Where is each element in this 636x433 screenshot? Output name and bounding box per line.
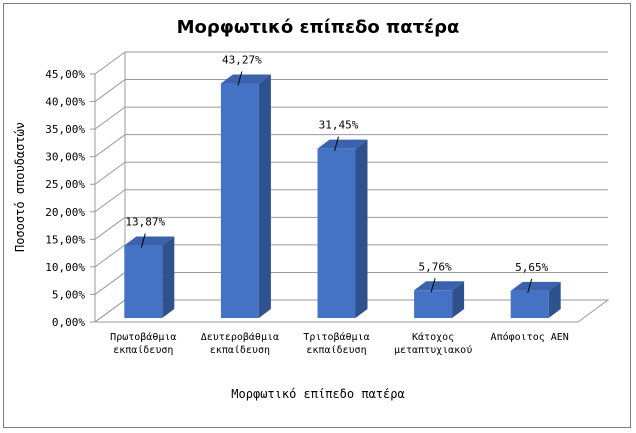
bar-side: [258, 74, 271, 318]
bar-side: [548, 281, 561, 318]
data-label: 5,65%: [515, 261, 548, 274]
category-label: εκπαίδευση: [113, 344, 173, 356]
y-tick-label: 5,00%: [52, 288, 85, 301]
bar-front: [124, 245, 163, 318]
bar-front: [220, 83, 259, 318]
bar-side: [452, 281, 465, 318]
gridline-side: [94, 161, 126, 185]
data-label: 5,76%: [419, 260, 452, 273]
gridline-side: [94, 216, 126, 240]
y-tick-labels: 0,00% 5,00% 10,00% 15,00% 20,00% 25,00% 30,00%…: [45, 68, 85, 329]
bar: [124, 236, 175, 318]
y-tick-label: 40,00%: [45, 96, 85, 109]
y-tick-label: 0,00%: [52, 316, 85, 329]
y-tick-label: 45,00%: [45, 68, 85, 81]
gridline-side: [94, 272, 126, 295]
category-label: Τριτοβάθμια: [303, 331, 369, 343]
data-label: 31,45%: [319, 119, 359, 132]
category-label: Απόφοιτος ΑΕΝ: [491, 331, 569, 343]
bar: [414, 281, 465, 318]
bar: [220, 74, 271, 318]
gridline-side: [94, 106, 126, 130]
y-tick-label: 20,00%: [45, 206, 85, 219]
bar-front: [414, 290, 453, 318]
y-tick-label: 15,00%: [45, 233, 85, 246]
bar-top: [510, 281, 561, 291]
gridline-side: [94, 51, 126, 75]
category-label: εκπαίδευση: [210, 344, 270, 356]
y-tick-label: 10,00%: [45, 261, 85, 274]
data-labels: 13,87% 43,27% 31,45% 5,76% 5,65%: [125, 54, 549, 293]
bar-top: [220, 74, 271, 84]
y-axis-title: Ποσοστό σπουδαστών: [13, 122, 27, 252]
chart-title: Μορφωτικό επίπεδο πατέρα: [177, 17, 460, 38]
chart-frame: [3, 3, 631, 428]
data-label-leader: [237, 71, 243, 86]
gridline-side: [94, 299, 126, 323]
data-label-leader: [140, 233, 146, 248]
data-label-leader: [334, 136, 339, 151]
gridline-side: [94, 244, 126, 268]
gridline-side: [94, 134, 126, 158]
bar: [317, 139, 368, 318]
y-tick-label: 25,00%: [45, 178, 85, 191]
bar-side: [355, 139, 368, 318]
category-label: Δευτεροβάθμια: [201, 331, 279, 343]
gridline-side: [94, 79, 126, 102]
category-label: Κάτοχος: [412, 331, 454, 343]
bar-front: [317, 148, 356, 318]
category-labels: ΠρωτοβάθμιαεκπαίδευσηΔευτεροβάθμιαεκπαίδ…: [110, 331, 569, 356]
x-axis-title: Μορφωτικό επίπεδο πατέρα: [231, 387, 404, 401]
bar-front: [510, 290, 549, 318]
y-tick-label: 30,00%: [45, 151, 85, 164]
category-label: εκπαίδευση: [306, 344, 366, 356]
bar-top: [414, 281, 465, 291]
data-label: 13,87%: [125, 216, 165, 229]
bar-top: [317, 139, 368, 149]
y-tick-label: 35,00%: [45, 123, 85, 136]
category-label: μεταπτυχιακού: [394, 344, 472, 356]
gridline-side: [94, 189, 126, 213]
data-label-leader: [430, 278, 436, 293]
category-label: Πρωτοβάθμια: [110, 331, 176, 343]
data-label: 43,27%: [222, 54, 262, 67]
bars: [124, 74, 561, 318]
bar: [510, 281, 561, 318]
data-label-leader: [527, 278, 533, 293]
bar-side: [162, 236, 175, 318]
bar-top: [124, 236, 175, 246]
